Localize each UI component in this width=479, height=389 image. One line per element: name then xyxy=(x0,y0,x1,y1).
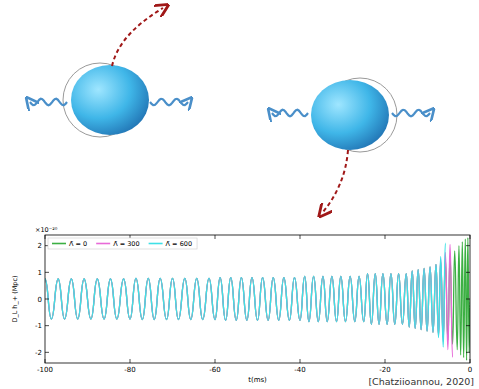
y-tick xyxy=(45,272,49,273)
x-tick-label: 0 xyxy=(468,366,472,374)
gw-wave xyxy=(392,110,430,116)
x-tick xyxy=(300,235,301,239)
legend-swatch xyxy=(149,243,163,245)
gw-wave xyxy=(150,99,188,105)
x-tick-label: -100 xyxy=(37,366,53,374)
legend-swatch xyxy=(96,243,110,245)
x-tick xyxy=(385,359,386,363)
legend-box xyxy=(48,238,197,249)
citation: [Chatziioannou, 2020] xyxy=(368,376,474,387)
y-tick xyxy=(45,299,49,300)
neutron-star xyxy=(311,80,389,150)
figure: -100 -80 -60 -40 -20 0 -2 -1 0 1 2 t(ms) D_L h_+ (Mp… xyxy=(0,0,479,389)
y-tick xyxy=(466,272,470,273)
y-axis-title: D_L h_+ (Mpc) xyxy=(11,275,19,322)
legend-label: Λ̃ = 0 xyxy=(69,240,87,248)
y-tick-label: 1 xyxy=(38,269,42,277)
legend-label: Λ̃ = 300 xyxy=(113,240,139,248)
y-tick-label: 0 xyxy=(38,296,42,304)
y-tick xyxy=(466,325,470,326)
x-tick xyxy=(130,359,131,363)
orbit-arrow xyxy=(323,150,348,212)
waveform-line xyxy=(45,243,445,347)
neutron-star xyxy=(71,65,149,135)
plot-frame xyxy=(45,235,470,363)
x-tick-label: -60 xyxy=(209,366,220,374)
y-scale-label: ×10⁻²⁰ xyxy=(35,226,58,234)
y-tick xyxy=(45,352,49,353)
x-tick-label: -80 xyxy=(124,366,135,374)
legend-label: Λ̃ = 600 xyxy=(166,240,192,248)
x-axis-title: t(ms) xyxy=(248,376,267,384)
y-tick xyxy=(466,352,470,353)
x-tick-label: -40 xyxy=(294,366,305,374)
orbit-arrow xyxy=(112,8,163,66)
waveform-line xyxy=(45,238,470,361)
x-tick xyxy=(215,359,216,363)
x-tick xyxy=(45,359,46,363)
legend-swatch xyxy=(52,243,66,245)
legend: Λ̃ = 0 Λ̃ = 300 Λ̃ = 600 xyxy=(48,238,197,249)
gw-wave xyxy=(30,99,67,105)
x-tick-label: -20 xyxy=(379,366,390,374)
plot-background xyxy=(45,235,470,363)
y-tick xyxy=(466,299,470,300)
y-tick-label: -1 xyxy=(35,322,42,330)
series-group xyxy=(45,238,470,361)
gw-wave xyxy=(272,110,308,116)
y-tick-label: 2 xyxy=(38,242,42,250)
y-tick xyxy=(466,245,470,246)
x-tick xyxy=(385,235,386,239)
x-tick xyxy=(45,235,46,239)
x-tick xyxy=(300,359,301,363)
y-tick-label: -2 xyxy=(35,349,42,357)
x-tick xyxy=(215,235,216,239)
y-tick xyxy=(45,325,49,326)
x-tick xyxy=(470,359,471,363)
x-tick xyxy=(470,235,471,239)
